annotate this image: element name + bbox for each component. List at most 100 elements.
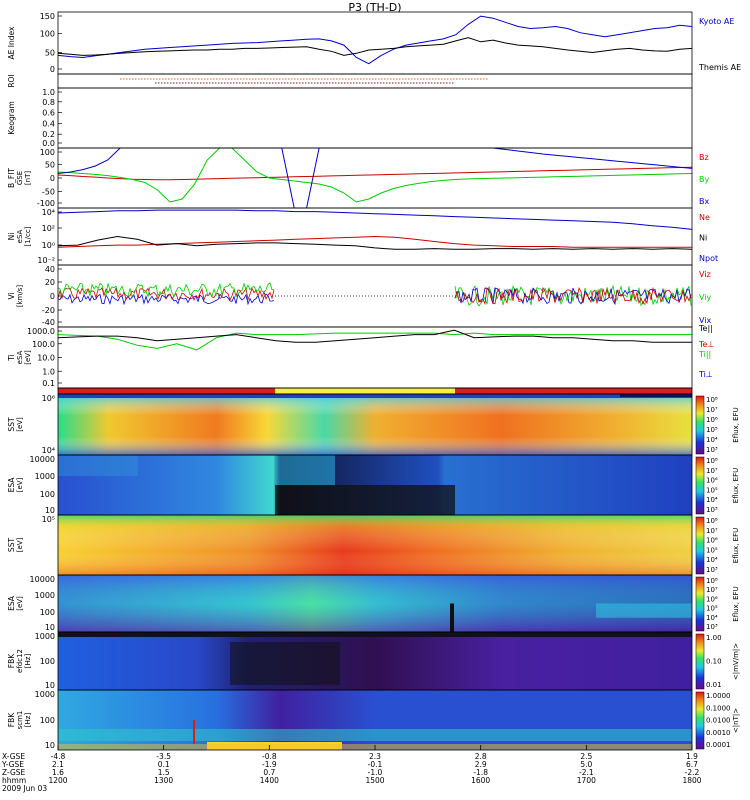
y-tick-label: 1.0 <box>42 367 55 376</box>
colorbar-tick-label: 10⁶ <box>706 477 718 485</box>
y-tick-label: 0.2 <box>42 130 55 139</box>
legend-entry: Te⊥ <box>698 340 714 349</box>
colorbar-tick-label: 10⁴ <box>706 614 718 622</box>
colorbar-tick-label: 1.00 <box>706 634 722 642</box>
x-tick-label: 1800 <box>682 776 701 785</box>
x-tick-label: 1.6 <box>52 768 64 777</box>
y-tick-label: 10000 <box>30 575 55 584</box>
colorbar-tick-label: 10⁴ <box>706 556 718 564</box>
y-tick-label: 0 <box>50 292 55 301</box>
y-axis-label-3: [Hz] <box>24 713 32 728</box>
mode-bar <box>58 388 692 394</box>
y-tick-label: 10 <box>45 681 55 690</box>
y-tick-label: 100 <box>40 30 55 39</box>
colorbar-strip <box>695 633 705 690</box>
x-tick-label: 1600 <box>471 776 490 785</box>
y-tick-label: 1000 <box>35 690 55 699</box>
y-axis-label-3: [eV] <box>24 350 32 365</box>
colorbar-tick-label: 10³ <box>706 623 718 631</box>
series-line-bx <box>57 147 693 209</box>
mode-segment <box>58 388 275 394</box>
y-tick-label: 10⁰ <box>42 241 55 250</box>
date-label: 2009 Jun 03 <box>2 784 47 793</box>
spectrogram-top-band <box>58 632 692 637</box>
colorbar-strip <box>695 456 705 515</box>
y-axis-label: ESA <box>7 595 16 611</box>
series-line-ne <box>57 235 692 248</box>
spectrogram-black-line <box>450 603 454 632</box>
colorbar-fbk_e: 1.00 0.10 0.01 <|mV/m|> <box>695 633 740 690</box>
panel-fbk_b: 1000 100 10 FBK scm1 [Hz] <box>7 690 692 750</box>
series-line-viz <box>57 286 275 302</box>
y-axis-label-2: [eV] <box>16 477 24 492</box>
y-tick-label: -50 <box>42 188 55 197</box>
legend-entry: Ti⊥ <box>698 370 713 379</box>
x-tick-label: 1300 <box>154 776 173 785</box>
colorbar-tick-label: 10⁵ <box>706 426 718 434</box>
x-tick-label: -2.2 <box>685 768 700 777</box>
spectrogram-black-region <box>230 642 340 685</box>
y-tick-label: 10 <box>45 623 55 632</box>
spectrogram-spike <box>193 720 195 744</box>
panel-ti: 1000.0 100.0 10.0 1.0 0.1 Ti eSA [eV] Te|| Te⊥Ti|… <box>7 324 714 388</box>
y-axis-label-3: [Hz] <box>24 654 32 669</box>
panel-ae: 150 100 50 0 AE Index Kyoto AE Themis AE <box>7 12 741 74</box>
x-tick-label: -0.1 <box>368 760 383 769</box>
y-axis-label: Ni <box>7 233 16 241</box>
x-axis: X-GSE -4.8 -3.5 -0.8 2.3 2.8 2.5 1.9 Y-GSE 2.1 0.1… <box>1 745 702 793</box>
series-line-ti-par <box>57 332 692 351</box>
mode-segment <box>455 388 692 394</box>
colorbar-tick-label: 0.0100 <box>706 717 731 725</box>
y-tick-label: 0 <box>50 65 55 74</box>
y-tick-label: 0.0 <box>42 139 55 148</box>
colorbar-tick-label: 10⁶ <box>706 595 718 603</box>
y-tick-label: 1000 <box>35 591 55 600</box>
y-tick-label: 100 <box>40 608 55 617</box>
y-tick-label: 10⁴ <box>42 208 55 217</box>
y-tick-label: 10⁴ <box>42 446 55 455</box>
panel-sst_i: 10⁵ SST [eV] <box>7 515 692 575</box>
colorbar-tick-label: 1.0000 <box>706 692 731 700</box>
colorbar-tick-label: 10⁸ <box>706 577 718 585</box>
y-tick-label: 50 <box>45 161 55 170</box>
x-tick-label: 6.7 <box>686 760 698 769</box>
legend-entry: Viz <box>699 270 711 279</box>
legend-entry: Ti|| <box>698 350 711 359</box>
series-line-npot <box>57 209 693 230</box>
panel-frame <box>57 326 693 389</box>
y-tick-label: 150 <box>40 12 55 21</box>
y-axis-label-2: GSE <box>16 171 24 185</box>
spectrogram-band <box>58 729 692 741</box>
y-tick-label: 10.0 <box>37 354 55 363</box>
colorbar-fbk_b: 1.0000 0.1000 0.0100 0.0010 0.0001<|nT|> <box>695 691 740 750</box>
spectrogram-patch <box>275 455 335 485</box>
colorbar-tick-label: 10⁵ <box>706 486 718 494</box>
legend-entry: By <box>699 175 709 184</box>
colorbar-strip <box>695 516 705 575</box>
spectrogram-layer <box>58 632 692 690</box>
x-tick-label: -1.0 <box>368 768 383 777</box>
y-tick-label: 100 <box>40 148 55 157</box>
colorbar-strip <box>695 395 705 455</box>
x-tick-label: 2.1 <box>52 760 64 769</box>
x-tick-label: 1400 <box>260 776 279 785</box>
y-tick-label: 1000 <box>35 472 55 481</box>
y-tick-label: 10 <box>45 741 55 750</box>
panel-keogram: 1.00.8 0.60.4 0.20.0 Keogram <box>7 88 62 148</box>
colorbar-label: <|nT|> <box>732 708 740 733</box>
colorbar-tick-label: 10³ <box>706 566 718 574</box>
y-tick-label: 1000.0 <box>27 327 55 336</box>
x-tick-label: 2.8 <box>475 752 487 761</box>
y-tick-label: 0.6 <box>42 109 55 118</box>
y-tick-label: 1000 <box>35 632 55 641</box>
legend-entry: Bx <box>699 197 709 206</box>
y-axis-label: B_FIT <box>7 168 16 188</box>
x-tick-label: 1.5 <box>158 768 170 777</box>
colorbar-label: Eflux, EFU <box>732 528 740 563</box>
colorbar-sst_e: 10⁸ 10⁷ 10⁶ 10⁵ 10⁴ 10³ Eflux, EFU <box>695 395 740 455</box>
y-axis-label: FBK <box>7 712 16 727</box>
x-tick-label: 2.5 <box>580 752 592 761</box>
y-axis-label: Ti <box>7 354 16 361</box>
colorbar-tick-label: 0.1000 <box>706 704 731 712</box>
